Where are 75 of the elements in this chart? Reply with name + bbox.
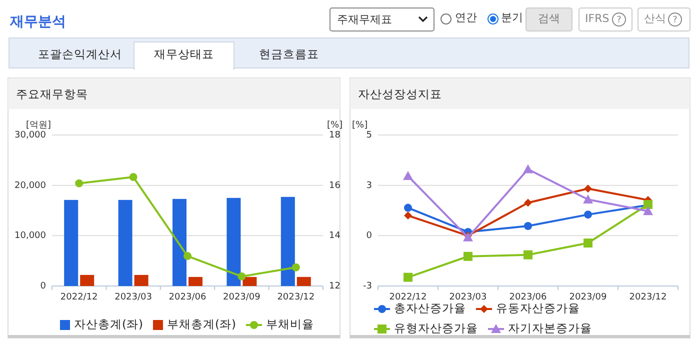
point (583, 194, 593, 204)
bar (118, 200, 132, 286)
bar (226, 198, 241, 286)
y2-axis-title: [%] (327, 120, 343, 130)
x-tick-label: 2023/06 (168, 292, 206, 302)
point (584, 238, 592, 248)
legend-label: 부채총계(좌) (166, 317, 236, 332)
point (404, 212, 412, 220)
bar (64, 200, 78, 286)
y-tick-label: 0 (366, 231, 372, 242)
x-tick-label: 2023/12 (629, 292, 667, 302)
point (292, 263, 300, 272)
point (584, 210, 592, 219)
bar (134, 274, 148, 286)
y2-tick-label: 12 (329, 281, 340, 292)
text: ? (672, 15, 678, 26)
text: 분기 (501, 11, 523, 24)
point (404, 272, 412, 282)
bar (80, 274, 94, 286)
point (523, 164, 533, 174)
point (584, 184, 592, 193)
point (129, 173, 138, 182)
x-tick-label: 2023/09 (569, 292, 607, 302)
y2-tick-label: 16 (329, 180, 341, 191)
text: 산식 (644, 12, 666, 26)
bar (242, 276, 257, 286)
y-tick-label: 0 (40, 281, 46, 292)
point (403, 171, 413, 180)
point (464, 252, 472, 261)
bar (296, 276, 311, 286)
legend-label: 자기자본증가율 (508, 321, 592, 336)
text: ? (616, 15, 622, 26)
bar (188, 276, 202, 286)
y-axis-title: [%] (352, 120, 368, 130)
y-tick-label: 30,000 (14, 130, 46, 140)
legend-label: 유형자산증가율 (394, 321, 478, 336)
text: 재무분석 (9, 14, 66, 30)
bar (172, 198, 186, 286)
x-tick-label: 2022/12 (60, 292, 98, 302)
point (75, 179, 84, 188)
point (404, 204, 412, 212)
text: 재무상태표 (154, 47, 214, 62)
y-tick-label: 10,000 (14, 231, 46, 242)
x-tick-label: 2023/09 (223, 292, 261, 302)
y-axis-title: [억원] (26, 120, 52, 130)
text: 연간 (455, 11, 477, 24)
chart-title: 주요재무항목 (16, 87, 88, 102)
x-tick-label: 2023/03 (114, 292, 152, 302)
point (238, 272, 246, 280)
x-tick-label: 2023/03 (449, 292, 487, 302)
y-tick-label: 3 (366, 180, 372, 191)
y2-tick-label: 18 (329, 130, 341, 140)
y-tick-label: -3 (363, 281, 372, 292)
text: 주재무제표 (337, 13, 392, 26)
y-tick-label: 20,000 (14, 180, 46, 191)
text: 검색 (538, 12, 560, 26)
point (643, 206, 653, 216)
legend-label: 총자산증가율 (394, 301, 466, 316)
legend-label: 유동자산증가율 (496, 301, 580, 316)
chart-title: 자산성장성지표 (358, 87, 442, 102)
legend-label: 부채비율 (266, 317, 314, 332)
text: 현금흐름표 (259, 47, 319, 62)
bar (280, 196, 295, 286)
point (524, 222, 532, 230)
x-tick-label: 2022/12 (389, 292, 427, 302)
point (184, 252, 192, 260)
point (524, 250, 532, 260)
y2-tick-label: 14 (329, 231, 341, 242)
point (524, 198, 532, 207)
text: IFRS (585, 12, 610, 26)
x-tick-label: 2023/12 (277, 292, 315, 302)
x-tick-label: 2023/06 (509, 292, 547, 302)
text: 포괄손익계산서 (38, 47, 122, 62)
legend-label: 자산총계(좌) (74, 317, 143, 332)
y-tick-label: 5 (366, 130, 372, 140)
